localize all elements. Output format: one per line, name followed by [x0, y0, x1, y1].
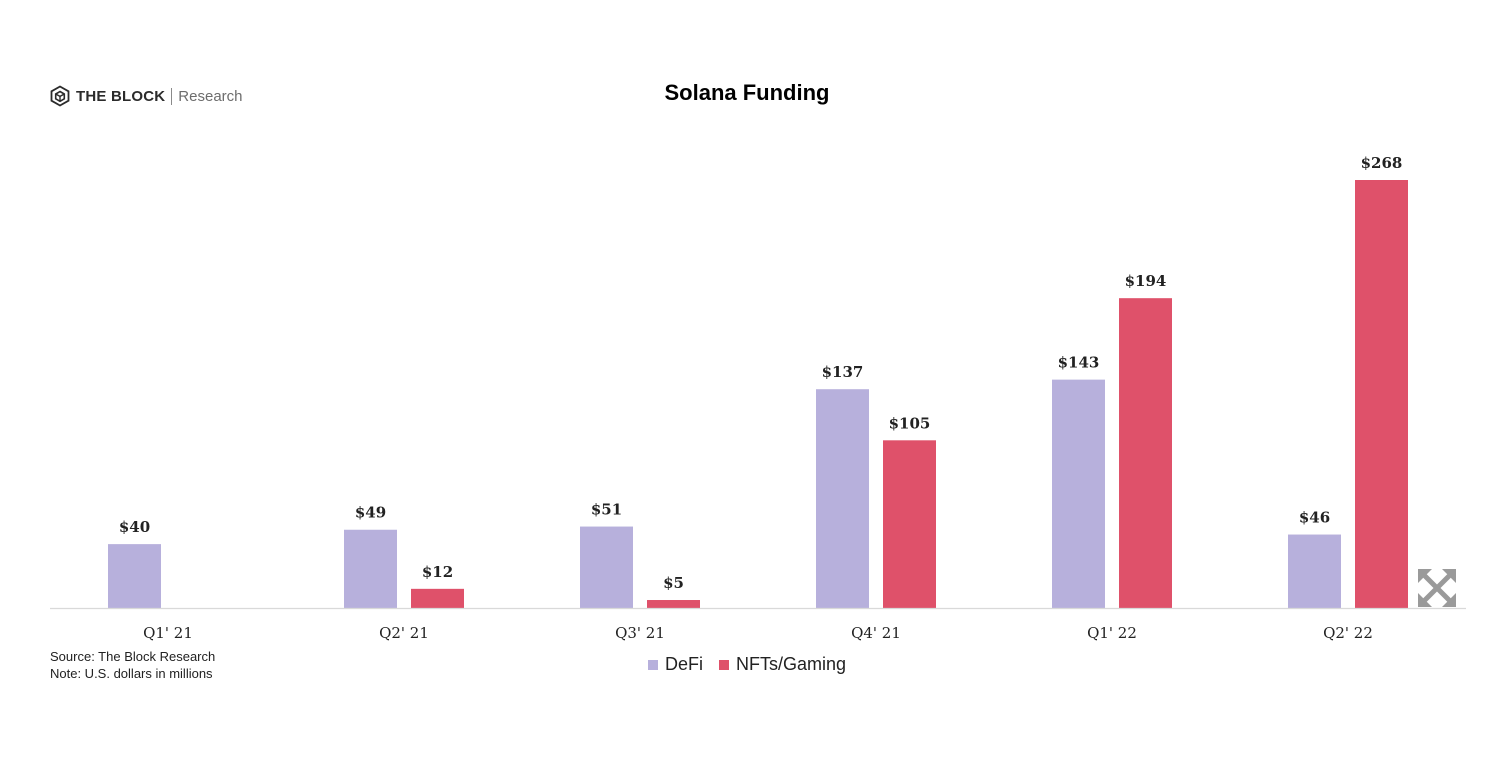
logo-divider: [171, 87, 173, 105]
bar-nfts-gaming-5: [1355, 180, 1408, 608]
legend-swatch-defi: [647, 659, 658, 670]
bar-defi-0: [108, 544, 161, 608]
logo-sub-text: Research: [178, 87, 243, 105]
data-label-nfts-gaming-3: $105: [889, 414, 931, 432]
data-label-defi-5: $46: [1299, 509, 1330, 527]
legend-item-defi: DeFi: [647, 654, 703, 675]
logo-brand-text: THE BLOCK: [76, 87, 166, 105]
bar-nfts-gaming-3: [883, 440, 936, 608]
expand-arrows-icon[interactable]: [1417, 568, 1457, 608]
bar-nfts-gaming-2: [647, 600, 700, 608]
bar-defi-3: [816, 389, 869, 608]
data-label-nfts-gaming-4: $194: [1125, 272, 1167, 290]
bar-nfts-gaming-4: [1119, 298, 1172, 608]
bar-defi-5: [1288, 534, 1341, 608]
chart-legend: DeFi NFTs/Gaming: [0, 654, 1494, 675]
bar-nfts-gaming-1: [411, 588, 464, 608]
bar-defi-1: [344, 529, 397, 608]
cube-hexagon-icon: [50, 85, 70, 107]
bar-defi-4: [1052, 379, 1105, 608]
chart-title: Solana Funding: [664, 80, 830, 105]
x-tick-label-4: Q1' 22: [1087, 624, 1137, 642]
data-label-nfts-gaming-5: $268: [1361, 154, 1403, 172]
x-tick-label-5: Q2' 22: [1323, 624, 1373, 642]
data-label-defi-1: $49: [355, 504, 386, 522]
legend-swatch-nfts-gaming: [718, 659, 729, 670]
data-label-defi-0: $40: [119, 518, 150, 536]
legend-item-nfts-gaming: NFTs/Gaming: [718, 654, 847, 675]
units-note: Note: U.S. dollars in millions: [50, 666, 213, 681]
data-label-nfts-gaming-2: $5: [663, 574, 684, 592]
x-tick-label-0: Q1' 21: [143, 624, 193, 642]
chart-notes: Source: The Block Research Note: U.S. do…: [50, 648, 215, 682]
data-label-defi-2: $51: [591, 501, 622, 519]
brand-logo: THE BLOCK Research: [50, 84, 243, 108]
bar-defi-2: [580, 526, 633, 608]
data-label-defi-4: $143: [1058, 354, 1100, 372]
source-note: Source: The Block Research: [50, 649, 216, 664]
data-label-nfts-gaming-1: $12: [422, 563, 453, 581]
x-tick-label-1: Q2' 21: [379, 624, 429, 642]
legend-label-defi: DeFi: [664, 654, 703, 674]
x-tick-label-3: Q4' 21: [851, 624, 901, 642]
data-label-defi-3: $137: [822, 363, 864, 381]
x-tick-label-2: Q3' 21: [615, 624, 665, 642]
legend-label-nfts-gaming: NFTs/Gaming: [735, 654, 847, 674]
